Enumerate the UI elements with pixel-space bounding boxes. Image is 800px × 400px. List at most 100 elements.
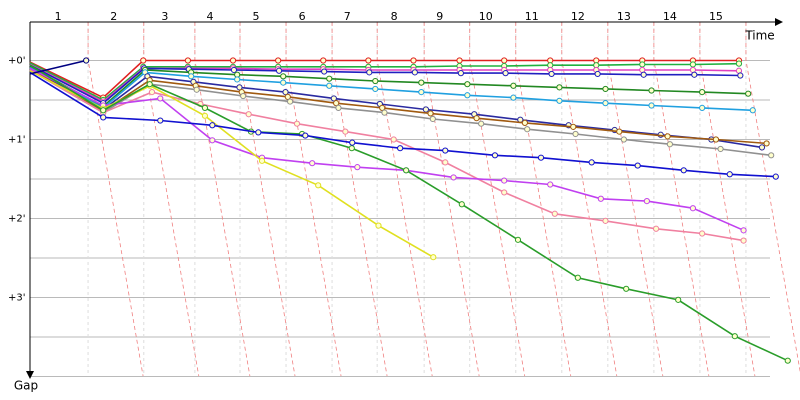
data-point — [699, 230, 706, 237]
data-point — [620, 136, 627, 143]
data-point — [309, 160, 316, 167]
data-point — [574, 274, 581, 281]
data-point — [726, 171, 733, 178]
data-point — [381, 109, 388, 116]
x-tick-label: 15 — [709, 10, 723, 23]
data-point — [691, 71, 698, 78]
data-point — [422, 106, 430, 113]
data-point — [148, 89, 156, 96]
data-point — [280, 79, 287, 86]
data-point — [648, 87, 655, 94]
data-point — [184, 57, 192, 64]
data-point — [740, 237, 747, 244]
data-point — [429, 115, 436, 123]
lap-line — [469, 22, 526, 377]
data-point — [236, 84, 243, 91]
data-point — [680, 167, 687, 174]
data-point — [275, 67, 283, 74]
data-point — [245, 111, 252, 118]
data-point — [731, 333, 738, 340]
data-point — [379, 104, 386, 112]
x-tick-label: 13 — [617, 10, 631, 23]
x-tick-label: 11 — [525, 10, 539, 23]
lap-line — [285, 22, 342, 377]
data-point — [375, 222, 382, 229]
data-point — [100, 114, 107, 121]
data-point — [501, 189, 508, 196]
data-point — [784, 357, 791, 364]
data-point — [556, 97, 563, 104]
data-point — [140, 57, 147, 64]
data-point — [699, 104, 706, 112]
data-point — [521, 119, 528, 127]
data-point — [293, 120, 301, 127]
data-point — [403, 167, 410, 174]
data-point — [502, 70, 509, 77]
data-point — [699, 89, 706, 96]
series-line — [29, 69, 744, 242]
data-point — [689, 61, 697, 68]
data-point — [749, 107, 756, 114]
data-point — [193, 86, 200, 93]
series-line — [29, 70, 434, 258]
data-point — [315, 182, 322, 189]
data-point — [188, 73, 195, 80]
x-tick-label: 7 — [344, 10, 351, 23]
data-point — [275, 57, 282, 64]
data-point — [326, 82, 333, 89]
data-point — [365, 57, 372, 64]
data-point — [572, 130, 579, 138]
data-point — [390, 136, 397, 143]
data-point — [597, 195, 604, 202]
data-point — [442, 159, 449, 166]
data-point — [623, 285, 630, 292]
data-point — [464, 81, 471, 88]
data-point — [372, 77, 379, 85]
x-tick-label: 8 — [391, 10, 398, 23]
data-point — [712, 136, 720, 143]
data-point — [157, 95, 164, 102]
data-point — [326, 75, 333, 82]
data-point — [240, 92, 247, 100]
data-point — [397, 145, 404, 152]
data-point — [321, 68, 328, 75]
data-point — [280, 73, 287, 80]
x-tick-label: 4 — [207, 10, 214, 23]
data-point — [354, 164, 361, 171]
data-point — [366, 69, 373, 76]
data-point — [418, 89, 425, 96]
data-point — [501, 177, 508, 184]
data-point — [652, 225, 660, 232]
data-point — [648, 102, 655, 109]
data-point — [639, 61, 646, 68]
x-tick-label: 1 — [55, 10, 62, 23]
data-point — [640, 71, 647, 78]
x-tick-label: 3 — [161, 10, 168, 23]
data-point — [320, 57, 327, 64]
y-tick-label: +3' — [8, 293, 26, 304]
data-point — [342, 128, 349, 135]
data-point — [335, 104, 342, 112]
y-tick-label: +2' — [8, 214, 26, 225]
y-axis-label: Gap — [14, 379, 38, 393]
data-point — [348, 145, 355, 152]
data-point — [372, 85, 379, 93]
data-point — [456, 57, 463, 64]
data-point — [411, 69, 418, 76]
data-point — [457, 70, 465, 77]
data-point — [594, 70, 601, 78]
series-line — [29, 66, 753, 112]
series-line — [29, 59, 739, 99]
data-point — [427, 110, 434, 117]
data-point — [772, 173, 779, 180]
data-point — [229, 57, 237, 64]
data-point — [717, 145, 724, 153]
x-tick-label: 5 — [253, 10, 260, 23]
data-point — [737, 72, 744, 79]
data-point — [330, 95, 337, 102]
x-tick-label: 10 — [479, 10, 493, 23]
data-point — [464, 92, 471, 99]
data-point — [282, 89, 289, 96]
data-point — [602, 217, 609, 224]
data-point — [349, 139, 356, 146]
